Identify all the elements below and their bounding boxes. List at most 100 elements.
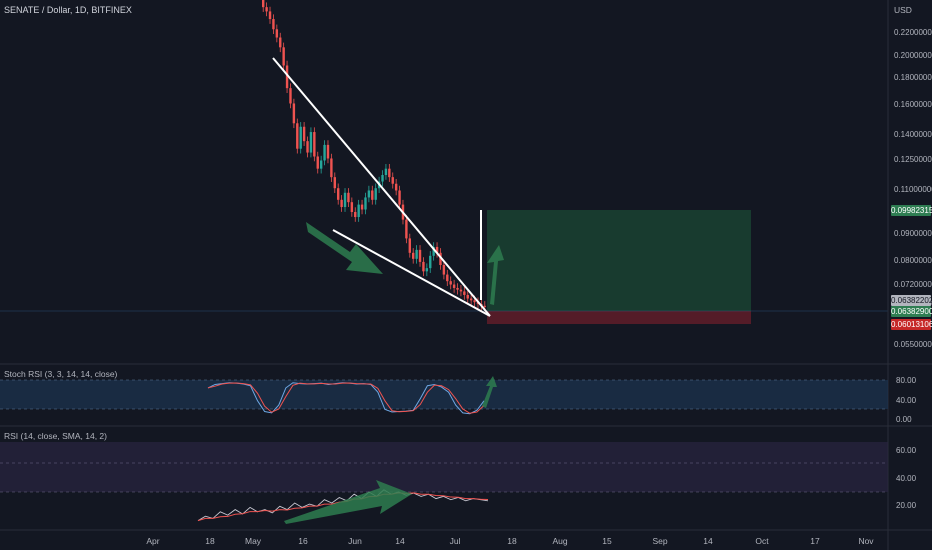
breakout-up-arrow [487, 245, 504, 305]
candle-body [302, 126, 306, 142]
rsi-title[interactable]: RSI (14, close, SMA, 14, 2) [4, 431, 107, 441]
stop-zone[interactable] [487, 311, 751, 324]
candle-body [449, 281, 452, 285]
time-axis-label: Nov [858, 536, 874, 546]
candle-body [350, 202, 354, 212]
candle-body [292, 103, 296, 124]
time-axis-label: 17 [810, 536, 820, 546]
time-axis-label: Jun [348, 536, 362, 546]
candle-body [463, 291, 466, 295]
time-axis-label: Jul [449, 536, 461, 546]
candle-body [296, 123, 299, 149]
target-price-tag: 0.09982315 [891, 205, 932, 216]
candle-body [446, 274, 449, 282]
candle-body [289, 88, 292, 104]
candle-body [309, 132, 313, 153]
entry-price-tag: 0.06382900 [891, 306, 932, 317]
wedge-lower-trendline[interactable] [332, 229, 491, 317]
candle-body [279, 37, 282, 48]
candle-body [483, 305, 486, 307]
stoch-d-line [207, 382, 485, 414]
stoch-level-40: 40.00 [896, 396, 917, 405]
candle-body [381, 175, 384, 182]
candle-body [418, 249, 422, 262]
stoch-rsi-title[interactable]: Stoch RSI (3, 3, 14, 14, close) [4, 369, 118, 379]
stoch-level-0: 0.00 [896, 415, 912, 424]
candle-body [408, 238, 411, 253]
candle-body [343, 192, 347, 208]
candle-body [371, 190, 374, 200]
candle-body [398, 190, 401, 205]
candle-body [275, 29, 279, 38]
rsi-level-40: 40.00 [896, 474, 917, 483]
target-zone[interactable] [487, 210, 751, 311]
candle-body [262, 0, 265, 8]
candle-body [388, 168, 391, 178]
candle-body [405, 219, 408, 239]
falling-wedge-drawing[interactable] [272, 57, 491, 317]
candle-body [282, 47, 285, 66]
stop-price-tag: 0.06013106 [891, 319, 932, 330]
candle-body [456, 287, 459, 290]
candle-body [326, 144, 330, 159]
current-price-tag: 0.06382202 [891, 295, 932, 306]
candle-body [466, 294, 469, 299]
wedge-upper-trendline[interactable] [272, 57, 491, 317]
candle-body [412, 252, 415, 259]
time-axis-label: Oct [755, 536, 769, 546]
candle-body [319, 160, 323, 169]
time-axis-label: Sep [652, 536, 668, 546]
candle-body [333, 177, 336, 189]
rsi-level-60: 60.00 [896, 446, 917, 455]
candle-body [357, 204, 360, 218]
time-axis-label: 18 [205, 536, 215, 546]
candle-body [452, 284, 456, 288]
candle-body [384, 168, 388, 176]
currency-label: USD [894, 5, 912, 15]
time-axis-label: Apr [146, 536, 160, 546]
candle-body [394, 183, 398, 191]
candle-body [360, 204, 364, 210]
rsi-band [0, 442, 888, 492]
candle-body [469, 298, 473, 301]
candle-body [364, 197, 367, 210]
time-axis-label: May [245, 536, 262, 546]
time-axis-label: 14 [395, 536, 405, 546]
candle-body [299, 126, 302, 149]
stoch-level-80: 80.00 [896, 376, 917, 385]
candle-body [306, 141, 309, 153]
stoch-rsi-band [0, 380, 888, 409]
rsi-pane[interactable] [0, 442, 888, 524]
time-axis-label: 14 [703, 536, 713, 546]
candle-body [432, 246, 435, 256]
price-axis-label: 0.11000000 [894, 185, 932, 194]
candle-body [323, 144, 326, 161]
candle-body [285, 65, 289, 89]
rsi-divergence-arrow [284, 480, 412, 524]
stoch-up-arrow [482, 376, 497, 408]
candle-body [429, 255, 432, 269]
candle-body [313, 132, 316, 157]
candle-body [272, 19, 275, 30]
time-axis-label: 18 [507, 536, 517, 546]
candle-body [265, 7, 268, 12]
chart-symbol-title[interactable]: SENATE / Dollar, 1D, BITFINEX [4, 5, 132, 15]
candle-body [459, 289, 463, 292]
candle-body [367, 190, 371, 198]
time-axis-label: 16 [298, 536, 308, 546]
candle-body [316, 156, 319, 169]
stoch-rsi-pane[interactable] [0, 376, 888, 415]
down-trend-arrow [306, 222, 383, 274]
candle-body [337, 188, 340, 200]
time-axis-label: 15 [602, 536, 612, 546]
